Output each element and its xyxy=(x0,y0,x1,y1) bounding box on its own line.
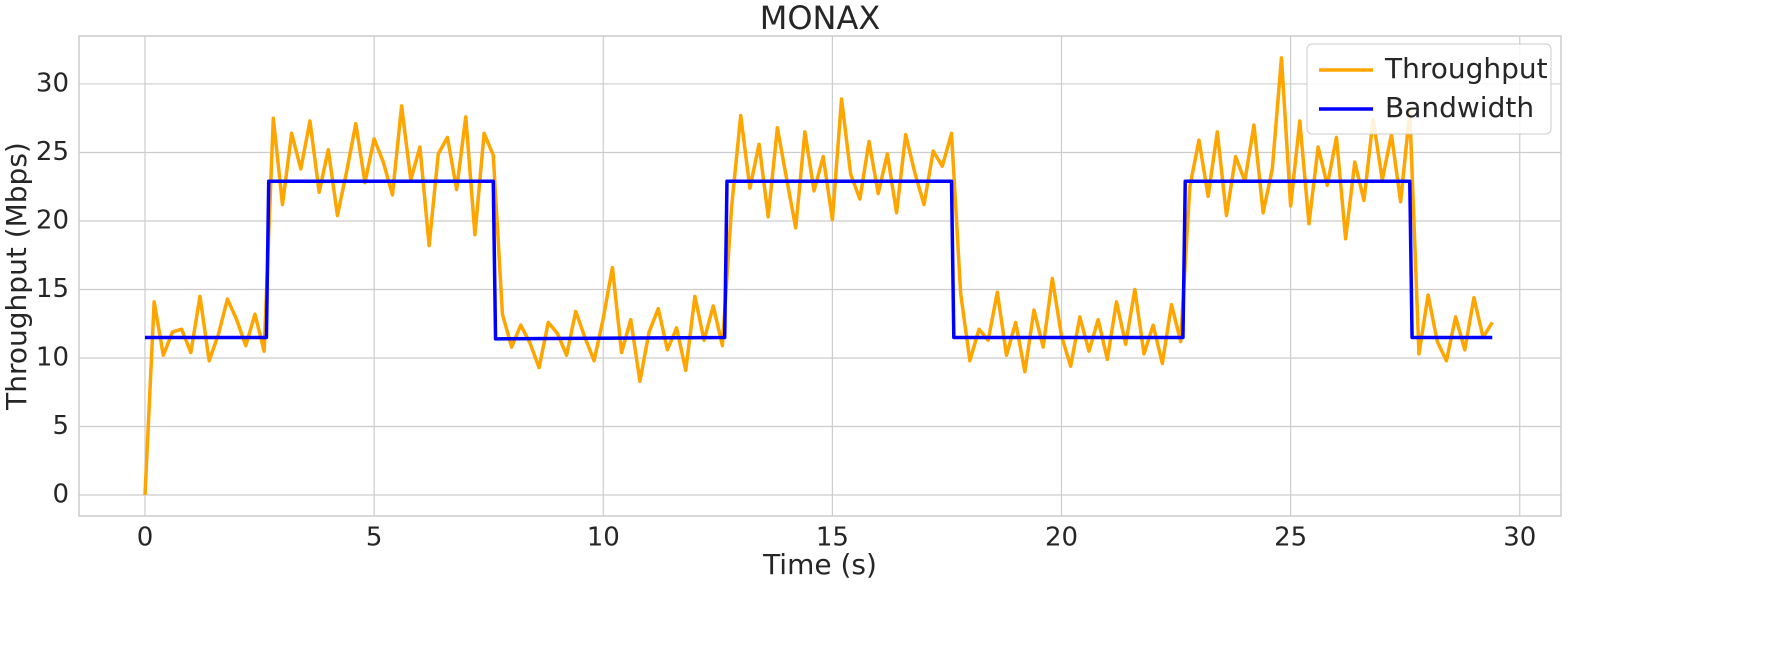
y-tick-label: 20 xyxy=(36,205,69,235)
legend: Throughput Bandwidth xyxy=(1306,43,1552,135)
lines xyxy=(143,56,1494,496)
x-tick-label: 0 xyxy=(137,523,154,553)
x-axis-label: Time (s) xyxy=(762,548,877,581)
y-tick-label: 25 xyxy=(36,137,69,167)
x-tick-label: 30 xyxy=(1503,523,1536,553)
legend-box xyxy=(1306,43,1552,135)
legend-label: Throughput xyxy=(1384,52,1548,85)
y-tick-label: 0 xyxy=(52,480,69,510)
y-axis-label: Throughput (Mbps) xyxy=(0,142,33,411)
x-tick-label: 5 xyxy=(366,523,383,553)
y-tick-label: 30 xyxy=(36,68,69,98)
x-tick-label: 15 xyxy=(816,523,849,553)
x-tick-label: 20 xyxy=(1045,523,1078,553)
legend-label: Bandwidth xyxy=(1385,91,1534,124)
x-tick-label: 10 xyxy=(587,523,620,553)
y-tick-label: 10 xyxy=(36,343,69,373)
series-line xyxy=(143,56,1494,496)
chart-title: MONAX xyxy=(760,0,881,37)
series-line xyxy=(144,179,1493,341)
y-tick-label: 5 xyxy=(52,411,69,441)
x-tick-label: 25 xyxy=(1274,523,1307,553)
y-tick-label: 15 xyxy=(36,274,69,304)
